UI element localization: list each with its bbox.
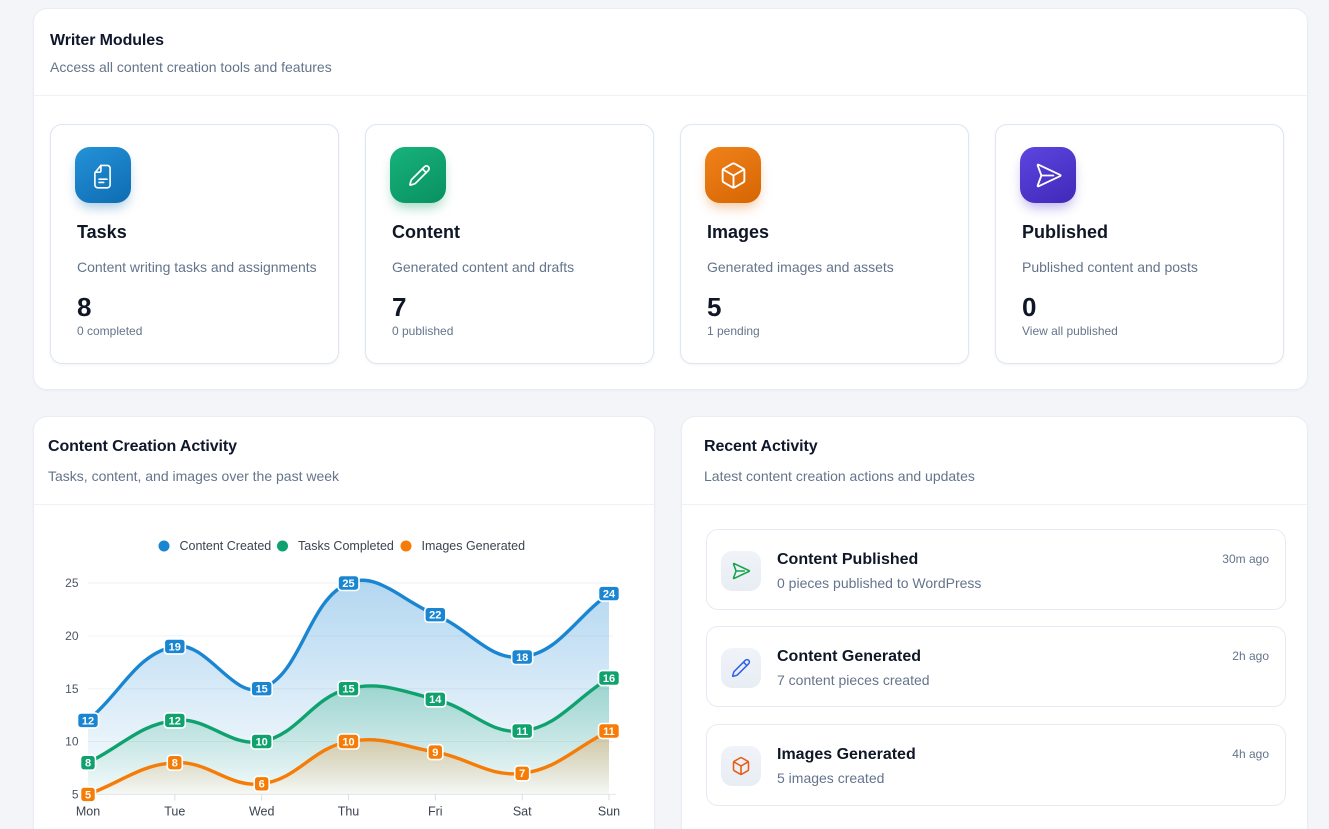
svg-text:11: 11	[603, 726, 615, 738]
svg-text:Mon: Mon	[76, 805, 100, 819]
svg-text:15: 15	[65, 682, 79, 696]
svg-text:10: 10	[65, 735, 79, 749]
svg-text:10: 10	[342, 736, 354, 748]
svg-text:15: 15	[342, 684, 354, 696]
svg-text:14: 14	[429, 694, 442, 706]
svg-text:Thu: Thu	[338, 805, 360, 819]
svg-text:12: 12	[169, 715, 181, 727]
svg-text:18: 18	[516, 652, 528, 664]
svg-text:Images Generated: Images Generated	[422, 539, 526, 553]
svg-text:8: 8	[85, 758, 91, 770]
svg-text:25: 25	[342, 578, 354, 590]
svg-text:11: 11	[516, 726, 528, 738]
svg-text:24: 24	[603, 589, 616, 601]
svg-text:Tue: Tue	[164, 805, 185, 819]
svg-text:25: 25	[65, 576, 79, 590]
svg-text:Wed: Wed	[249, 805, 275, 819]
svg-text:Content Created: Content Created	[180, 539, 272, 553]
svg-text:5: 5	[72, 788, 79, 802]
svg-text:22: 22	[429, 610, 441, 622]
svg-text:9: 9	[432, 747, 438, 759]
svg-text:5: 5	[85, 789, 91, 801]
svg-text:20: 20	[65, 629, 79, 643]
svg-text:Sat: Sat	[513, 805, 532, 819]
svg-text:8: 8	[172, 758, 178, 770]
svg-text:19: 19	[169, 641, 181, 653]
svg-text:16: 16	[603, 673, 615, 685]
svg-text:7: 7	[519, 768, 525, 780]
svg-text:10: 10	[256, 736, 268, 748]
svg-text:Tasks Completed: Tasks Completed	[298, 539, 394, 553]
svg-text:12: 12	[82, 715, 94, 727]
svg-text:15: 15	[256, 684, 268, 696]
svg-text:6: 6	[259, 779, 265, 791]
svg-text:Fri: Fri	[428, 805, 443, 819]
svg-text:Sun: Sun	[598, 805, 620, 819]
